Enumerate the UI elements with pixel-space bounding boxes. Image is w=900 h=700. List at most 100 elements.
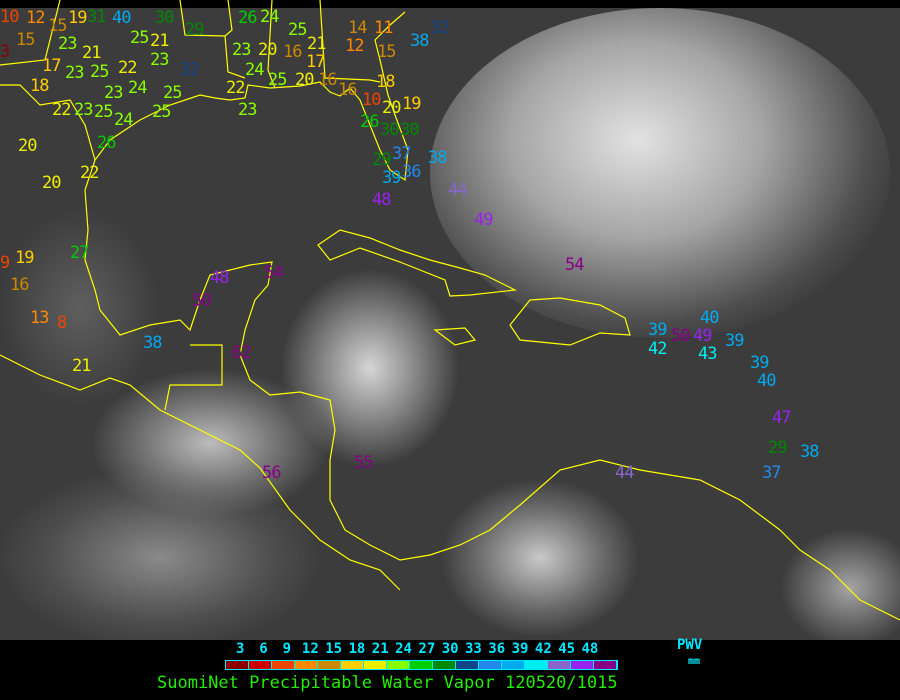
- pwv-station-value: 23: [150, 50, 170, 70]
- pwv-station-value: 25: [268, 70, 288, 90]
- cloud-mass: [0, 208, 160, 408]
- pwv-station-value: 39: [725, 331, 745, 351]
- pwv-station-value: 37: [762, 463, 782, 483]
- pwv-station-value: 48: [210, 268, 230, 288]
- pwv-legend: 3 6 9 12 15 18 21 24 27 30 33 36 39 42 45 48: [0, 640, 900, 700]
- legend-tick: 33: [465, 641, 482, 657]
- pwv-station-value: 15: [16, 30, 36, 50]
- legend-tick: 15: [325, 641, 343, 657]
- pwv-station-value: 21: [307, 34, 327, 54]
- legend-swatch: [433, 661, 456, 669]
- cloud-mass: [780, 528, 900, 640]
- pwv-station-value: 56: [262, 463, 282, 483]
- pwv-station-value: 31: [87, 7, 107, 27]
- legend-tick: 21: [371, 641, 389, 657]
- pwv-station-value: 11: [374, 18, 394, 38]
- pwv-station-value: 18: [376, 72, 396, 92]
- legend-swatch: [295, 661, 318, 669]
- pwv-station-value: 50: [671, 326, 691, 346]
- legend-swatch: [410, 661, 433, 669]
- legend-tick: 6: [259, 641, 268, 657]
- pwv-station-value: 24: [245, 60, 265, 80]
- pwv-station-value: 25: [130, 28, 150, 48]
- pwv-station-value: 21: [150, 31, 170, 51]
- image-caption: SuomiNet Precipitable Water Vapor 120520…: [157, 673, 618, 693]
- pwv-station-value: 25: [90, 62, 110, 82]
- legend-swatch: [594, 661, 617, 669]
- jamaica: [433, 327, 477, 346]
- pwv-station-value: 15: [377, 42, 397, 62]
- pwv-station-value: 40: [700, 308, 720, 328]
- pwv-station-value: 18: [30, 76, 50, 96]
- legend-tick: 9: [282, 641, 292, 657]
- pwv-station-value: 22: [226, 78, 246, 98]
- pwv-station-value: 49: [693, 326, 713, 346]
- legend-swatch: [318, 661, 341, 669]
- pwv-station-value: 16: [10, 275, 30, 295]
- pwv-station-value: 55: [354, 453, 374, 473]
- legend-swatch: [364, 661, 387, 669]
- legend-tick: 42: [534, 641, 552, 657]
- pwv-station-value: 12: [26, 8, 46, 28]
- pwv-station-value: 24: [260, 7, 280, 27]
- pwv-station-value: 38: [428, 148, 448, 168]
- pwv-station-value: 25: [163, 83, 183, 103]
- legend-swatch: [571, 661, 594, 669]
- pwv-station-value: 20: [258, 40, 278, 60]
- pwv-station-value: 38: [410, 31, 430, 51]
- legend-swatch: [272, 661, 295, 669]
- pwv-station-value: 42: [648, 339, 668, 359]
- legend-swatch: [341, 661, 364, 669]
- pwv-station-value: 27: [70, 243, 90, 263]
- legend-swatch: [387, 661, 410, 669]
- pwv-station-value: 19: [15, 248, 35, 268]
- legend-tick: 24: [395, 641, 412, 657]
- pwv-station-value: 50: [192, 291, 212, 311]
- pwv-station-value: 39: [750, 353, 770, 373]
- pwv-station-value: 19: [402, 94, 422, 114]
- pwv-station-value: 10: [0, 7, 20, 27]
- pwv-station-value: 12: [345, 36, 365, 56]
- pacific-coast: [0, 354, 401, 591]
- pwv-station-value: 23: [58, 34, 78, 54]
- pwv-station-value: 20: [18, 136, 38, 156]
- pwv-station-value: 22: [118, 58, 138, 78]
- pwv-station-value: 13: [30, 308, 50, 328]
- pwv-station-value: 48: [372, 190, 392, 210]
- cloud-mass: [430, 8, 890, 338]
- pwv-station-value: 23: [238, 100, 258, 120]
- pwv-station-value: 36: [402, 162, 422, 182]
- pwv-station-value: 20: [295, 70, 315, 90]
- legend-swatch: [456, 661, 479, 669]
- pwv-station-value: 44: [448, 180, 468, 200]
- pwv-station-value: 10: [362, 90, 382, 110]
- pwv-station-value: 26: [360, 112, 380, 132]
- legend-swatch: [502, 661, 525, 669]
- state-border: [0, 0, 61, 66]
- pwv-station-value: 37: [392, 144, 412, 164]
- legend-swatch: [479, 661, 502, 669]
- pwv-station-value: 24: [128, 78, 148, 98]
- pwv-station-value: 40: [757, 371, 777, 391]
- pwv-station-value: 39: [382, 168, 402, 188]
- pwv-station-value: 29: [185, 20, 205, 40]
- pwv-station-value: 20: [42, 173, 62, 193]
- pwv-station-value: 29: [372, 150, 392, 170]
- pwv-station-value: 62: [232, 343, 252, 363]
- pwv-station-value: 14: [348, 18, 368, 38]
- pwv-station-value: 49: [474, 210, 494, 230]
- pwv-station-value: 25: [152, 102, 172, 122]
- pwv-color-scale: [225, 660, 618, 670]
- pwv-station-value: 30: [380, 120, 400, 140]
- mexico-border: [0, 84, 96, 161]
- legend-tick: 12: [301, 641, 319, 657]
- legend-tick: 18: [348, 641, 366, 657]
- caribbean-coast: [239, 354, 900, 621]
- pwv-station-value: 38: [800, 442, 820, 462]
- pwv-unit-mm: mm: [688, 656, 701, 667]
- pwv-station-value: 17: [306, 52, 326, 72]
- pwv-station-value: 8: [57, 313, 67, 333]
- pwv-station-value: 16: [283, 42, 303, 62]
- state-border: [224, 0, 233, 37]
- coastlines: [0, 0, 900, 621]
